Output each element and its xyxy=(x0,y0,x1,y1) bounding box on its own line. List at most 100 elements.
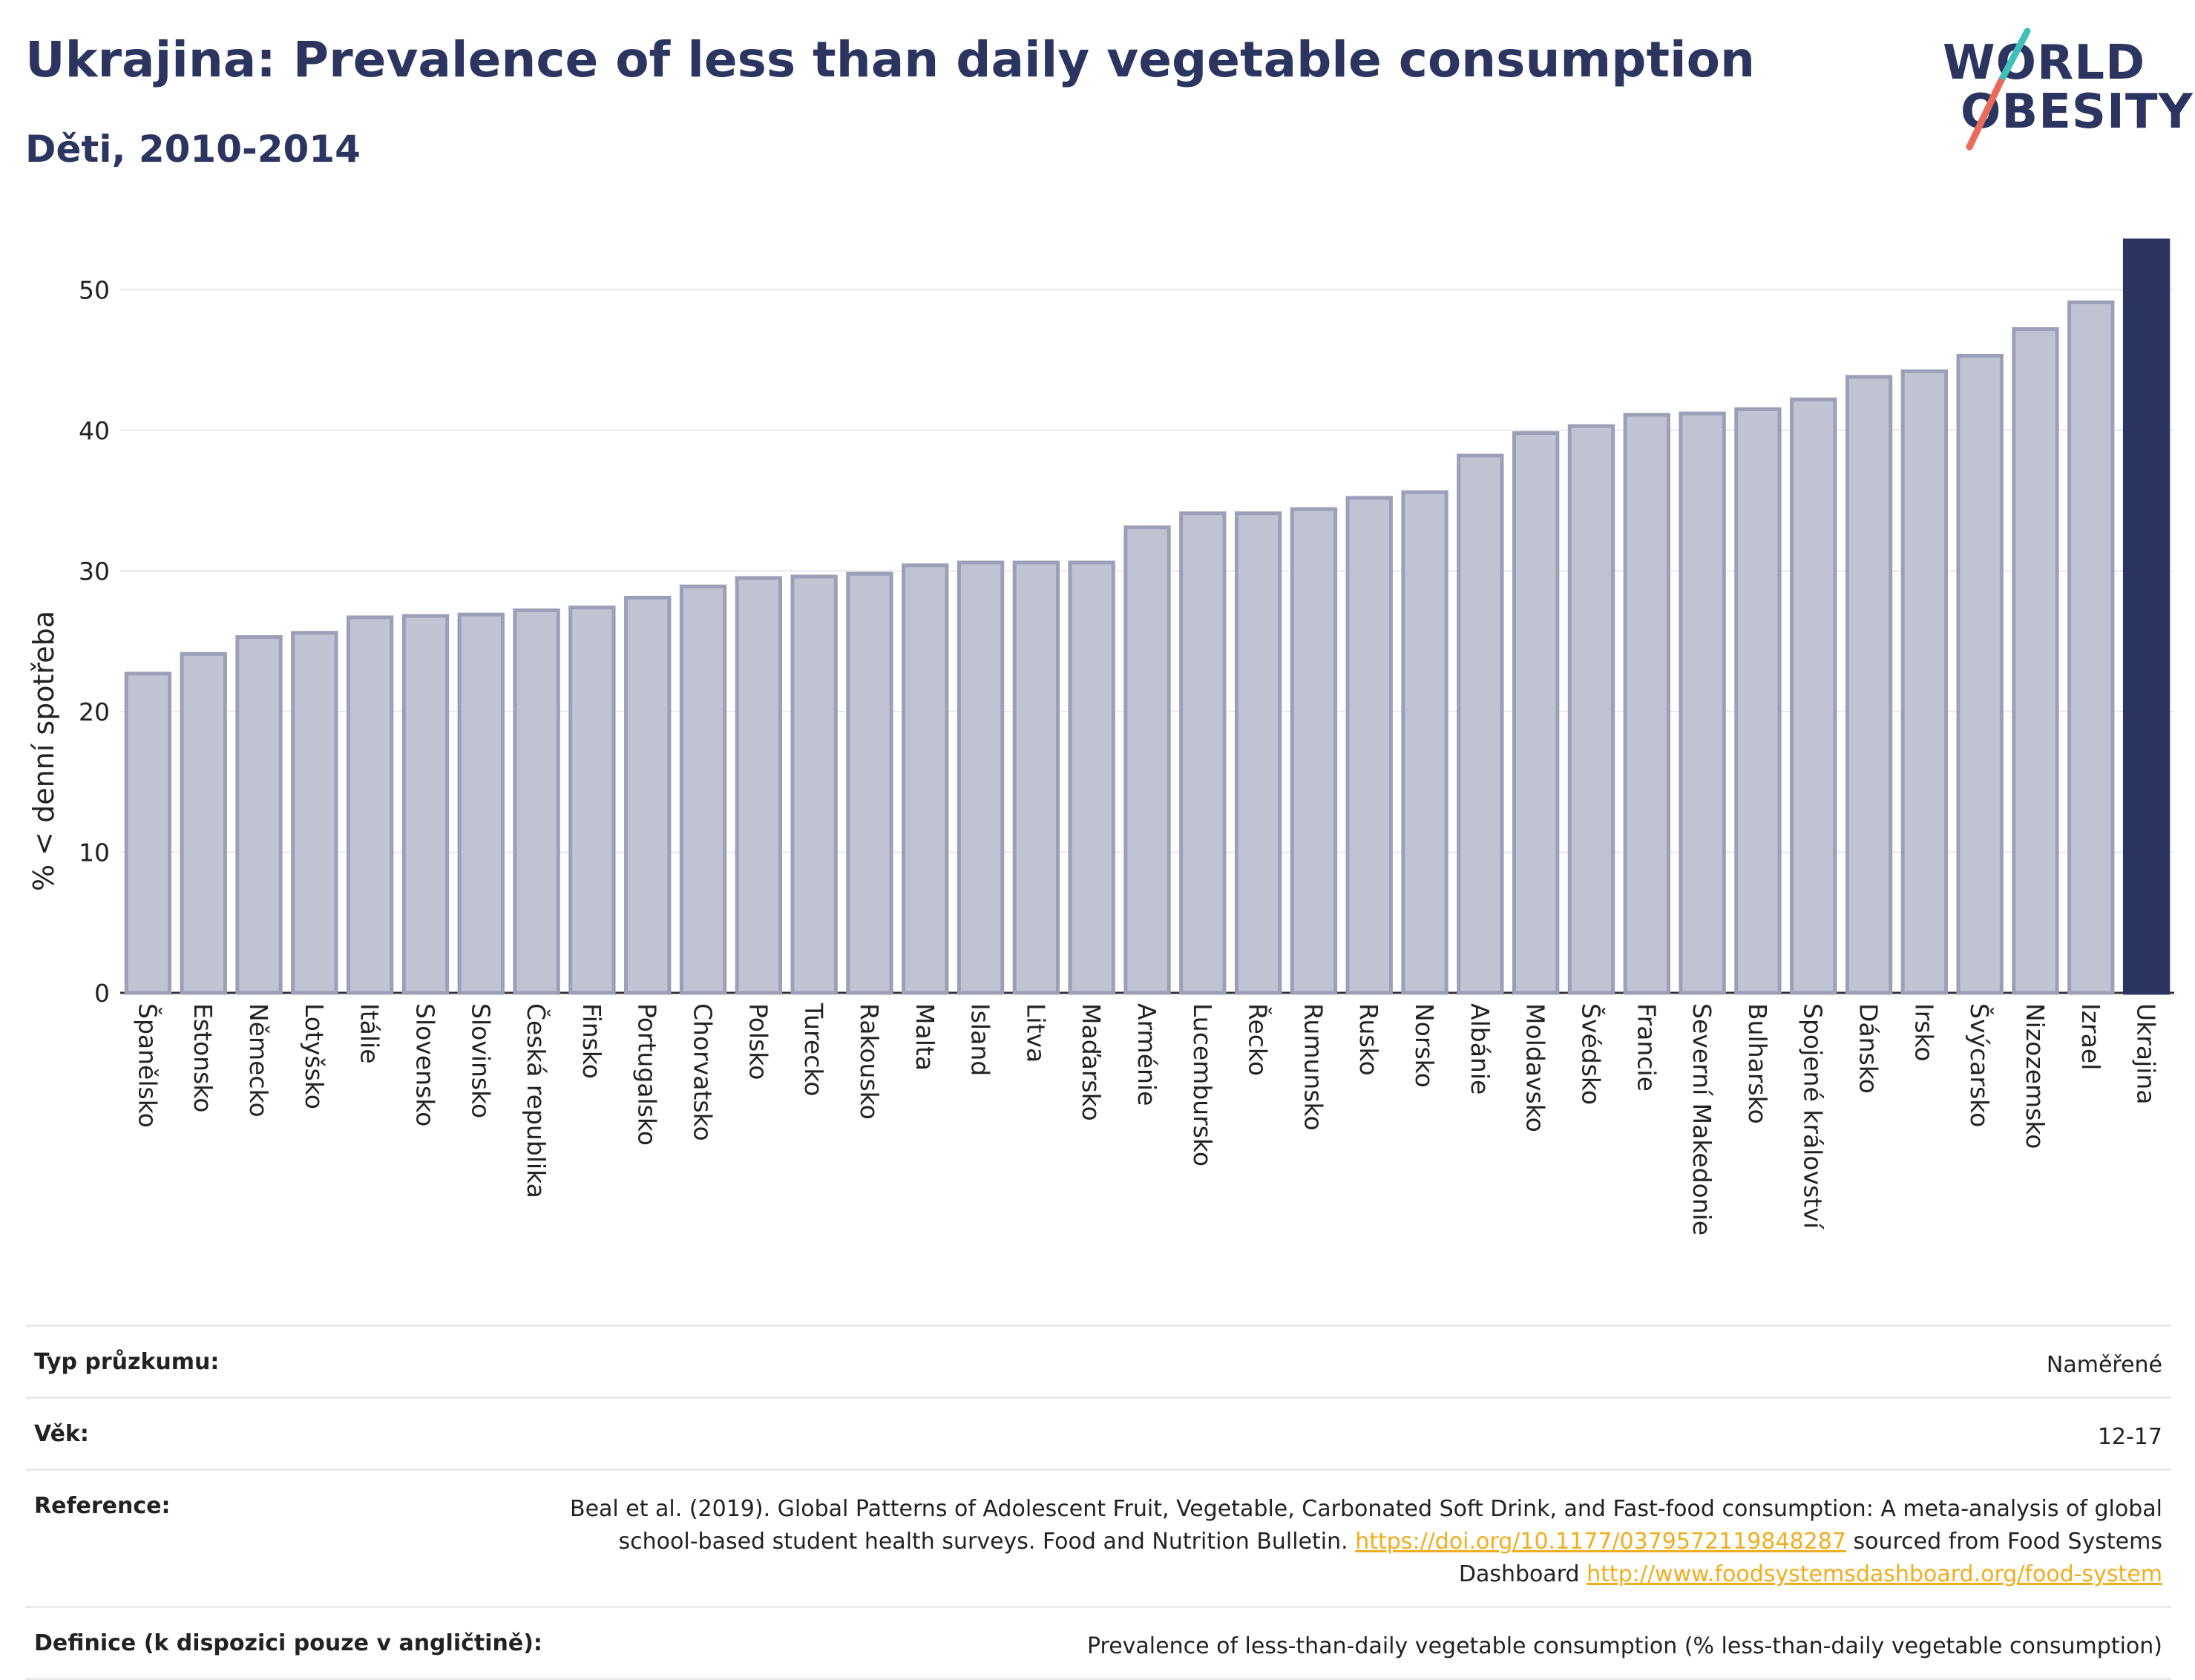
y-tick-label: 0 xyxy=(94,979,110,1008)
x-category-label: Norsko xyxy=(1410,1003,1439,1088)
bar-12 xyxy=(790,574,838,995)
age-row: Věk: 12-17 xyxy=(25,1397,2171,1469)
x-category-label: Německo xyxy=(244,1003,273,1118)
x-category-label: Švédsko xyxy=(1576,1003,1606,1105)
x-category-label: Spojené království xyxy=(1799,1003,1828,1230)
x-category-label: Irsko xyxy=(1909,1003,1938,1062)
y-tick-label: 10 xyxy=(79,838,110,867)
bar-34 xyxy=(2012,327,2059,995)
y-axis-title: % < denní spotřeba xyxy=(27,611,60,891)
bar-22 xyxy=(1345,496,1393,995)
bar-4 xyxy=(346,615,394,995)
x-category-label: Rumunsko xyxy=(1299,1003,1328,1131)
age-value: 12-17 xyxy=(2097,1424,2162,1450)
bar-20 xyxy=(1234,511,1282,995)
x-category-label: Slovensko xyxy=(410,1003,439,1126)
age-label: Věk: xyxy=(34,1421,89,1447)
bar-27 xyxy=(1623,413,1670,995)
x-category-label: Španělsko xyxy=(133,1003,163,1128)
doi-link[interactable]: https://doi.org/10.1177/0379572119848287 xyxy=(1355,1529,1846,1555)
x-category-label: Arménie xyxy=(1132,1003,1161,1106)
x-category-label: Portugalsko xyxy=(633,1003,662,1146)
y-tick-label: 40 xyxy=(79,416,110,445)
bar-19 xyxy=(1179,511,1227,995)
bar-3 xyxy=(291,631,338,995)
logo-line-1: WORLD xyxy=(1943,36,2146,91)
x-axis-labels: Španělsko Estonsko Německo Lotyšsko Itálie Sl… xyxy=(133,1003,2160,1236)
reference-value: Beal et al. (2019). Global Patterns of A… xyxy=(530,1493,2162,1591)
bar-18 xyxy=(1123,525,1171,995)
x-category-label: Chorvatsko xyxy=(689,1003,718,1141)
x-category-label: Estonsko xyxy=(188,1003,217,1112)
x-category-label: Polsko xyxy=(744,1003,772,1080)
bar-32 xyxy=(1900,369,1949,995)
x-category-label: Finsko xyxy=(577,1003,606,1079)
survey-type-row: Typ průzkumu: Naměřené xyxy=(25,1325,2171,1397)
bar-28 xyxy=(1679,411,1726,995)
bar-30 xyxy=(1790,397,1837,995)
reference-label: Reference: xyxy=(34,1493,171,1519)
y-axis-ticks: 0 10 20 30 40 50 xyxy=(79,275,110,1008)
x-category-label: Bulharsko xyxy=(1743,1003,1772,1124)
bar-36 xyxy=(2122,238,2171,995)
bar-23 xyxy=(1401,490,1448,995)
x-category-label: Albánie xyxy=(1466,1003,1494,1095)
bar-31 xyxy=(1845,375,1893,995)
bar-33 xyxy=(1956,353,2004,995)
survey-type-label: Typ průzkumu: xyxy=(34,1349,220,1375)
x-category-label: Severní Makedonie xyxy=(1687,1003,1716,1236)
x-category-label: Turecko xyxy=(799,1003,828,1096)
definition-row: Definice (k dispozici pouze v angličtině… xyxy=(25,1606,2171,1680)
bar-5 xyxy=(401,614,450,995)
x-category-label: Izrael xyxy=(2076,1003,2105,1070)
chart-subtitle: Děti, 2010-2014 xyxy=(25,128,361,171)
bar-14 xyxy=(902,563,949,995)
x-category-label: Slovinsko xyxy=(466,1003,495,1118)
world-obesity-logo: WORLD OBESITY xyxy=(1922,21,2193,154)
bar-8 xyxy=(568,606,616,995)
bar-29 xyxy=(1734,407,1782,995)
bars xyxy=(124,238,2171,995)
x-category-label: Švýcarsko xyxy=(1965,1003,1995,1127)
reference-row: Reference: Beal et al. (2019). Global Pa… xyxy=(25,1469,2171,1606)
x-category-label: Rusko xyxy=(1354,1003,1383,1076)
bar-2 xyxy=(235,634,283,995)
y-tick-label: 20 xyxy=(79,698,110,726)
bar-chart: 0 10 20 30 40 50 Španělsko Estonsko Německo Loty… xyxy=(27,238,2174,1236)
bar-9 xyxy=(624,595,672,995)
bar-7 xyxy=(513,608,560,995)
bar-24 xyxy=(1457,453,1504,995)
x-category-label: Ukrajina xyxy=(2132,1003,2161,1105)
bar-0 xyxy=(124,672,172,995)
x-category-label: Rakousko xyxy=(855,1003,884,1120)
bar-10 xyxy=(679,584,727,995)
bar-35 xyxy=(2067,300,2115,995)
bar-6 xyxy=(457,612,505,995)
logo-slash-icon xyxy=(1966,27,2031,151)
definition-value: Prevalence of less-than-daily vegetable … xyxy=(1086,1633,2162,1659)
y-tick-label: 50 xyxy=(79,275,110,304)
x-category-label: Dánsko xyxy=(1854,1003,1883,1094)
x-category-label: Nizozemsko xyxy=(2021,1003,2050,1149)
x-category-label: Malta xyxy=(911,1003,939,1071)
x-category-label: Litva xyxy=(1021,1003,1050,1063)
bar-13 xyxy=(846,571,893,995)
x-category-label: Francie xyxy=(1632,1003,1661,1092)
chart-title: Ukrajina: Prevalence of less than daily … xyxy=(25,31,1755,88)
bar-16 xyxy=(1012,560,1060,995)
x-category-label: Lucembursko xyxy=(1188,1003,1217,1167)
bar-26 xyxy=(1567,424,1615,995)
logo-line-2: OBESITY xyxy=(1961,85,2194,140)
x-category-label: Moldavsko xyxy=(1521,1003,1550,1132)
x-category-label: Řecko xyxy=(1244,1003,1273,1076)
x-category-label: Itálie xyxy=(355,1003,384,1064)
reference-text-1: Beal et al. (2019). Global Patterns of A… xyxy=(569,1496,2162,1555)
x-category-label: Lotyšsko xyxy=(300,1003,329,1109)
y-tick-label: 30 xyxy=(79,557,110,585)
bar-25 xyxy=(1512,431,1560,995)
bar-15 xyxy=(957,560,1005,995)
bar-1 xyxy=(180,652,227,995)
food-systems-link[interactable]: http://www.foodsystemsdashboard.org/food… xyxy=(1587,1561,2162,1587)
x-category-label: Island xyxy=(966,1003,995,1076)
info-table: Typ průzkumu: Naměřené Věk: 12-17 Refere… xyxy=(25,1325,2171,1680)
